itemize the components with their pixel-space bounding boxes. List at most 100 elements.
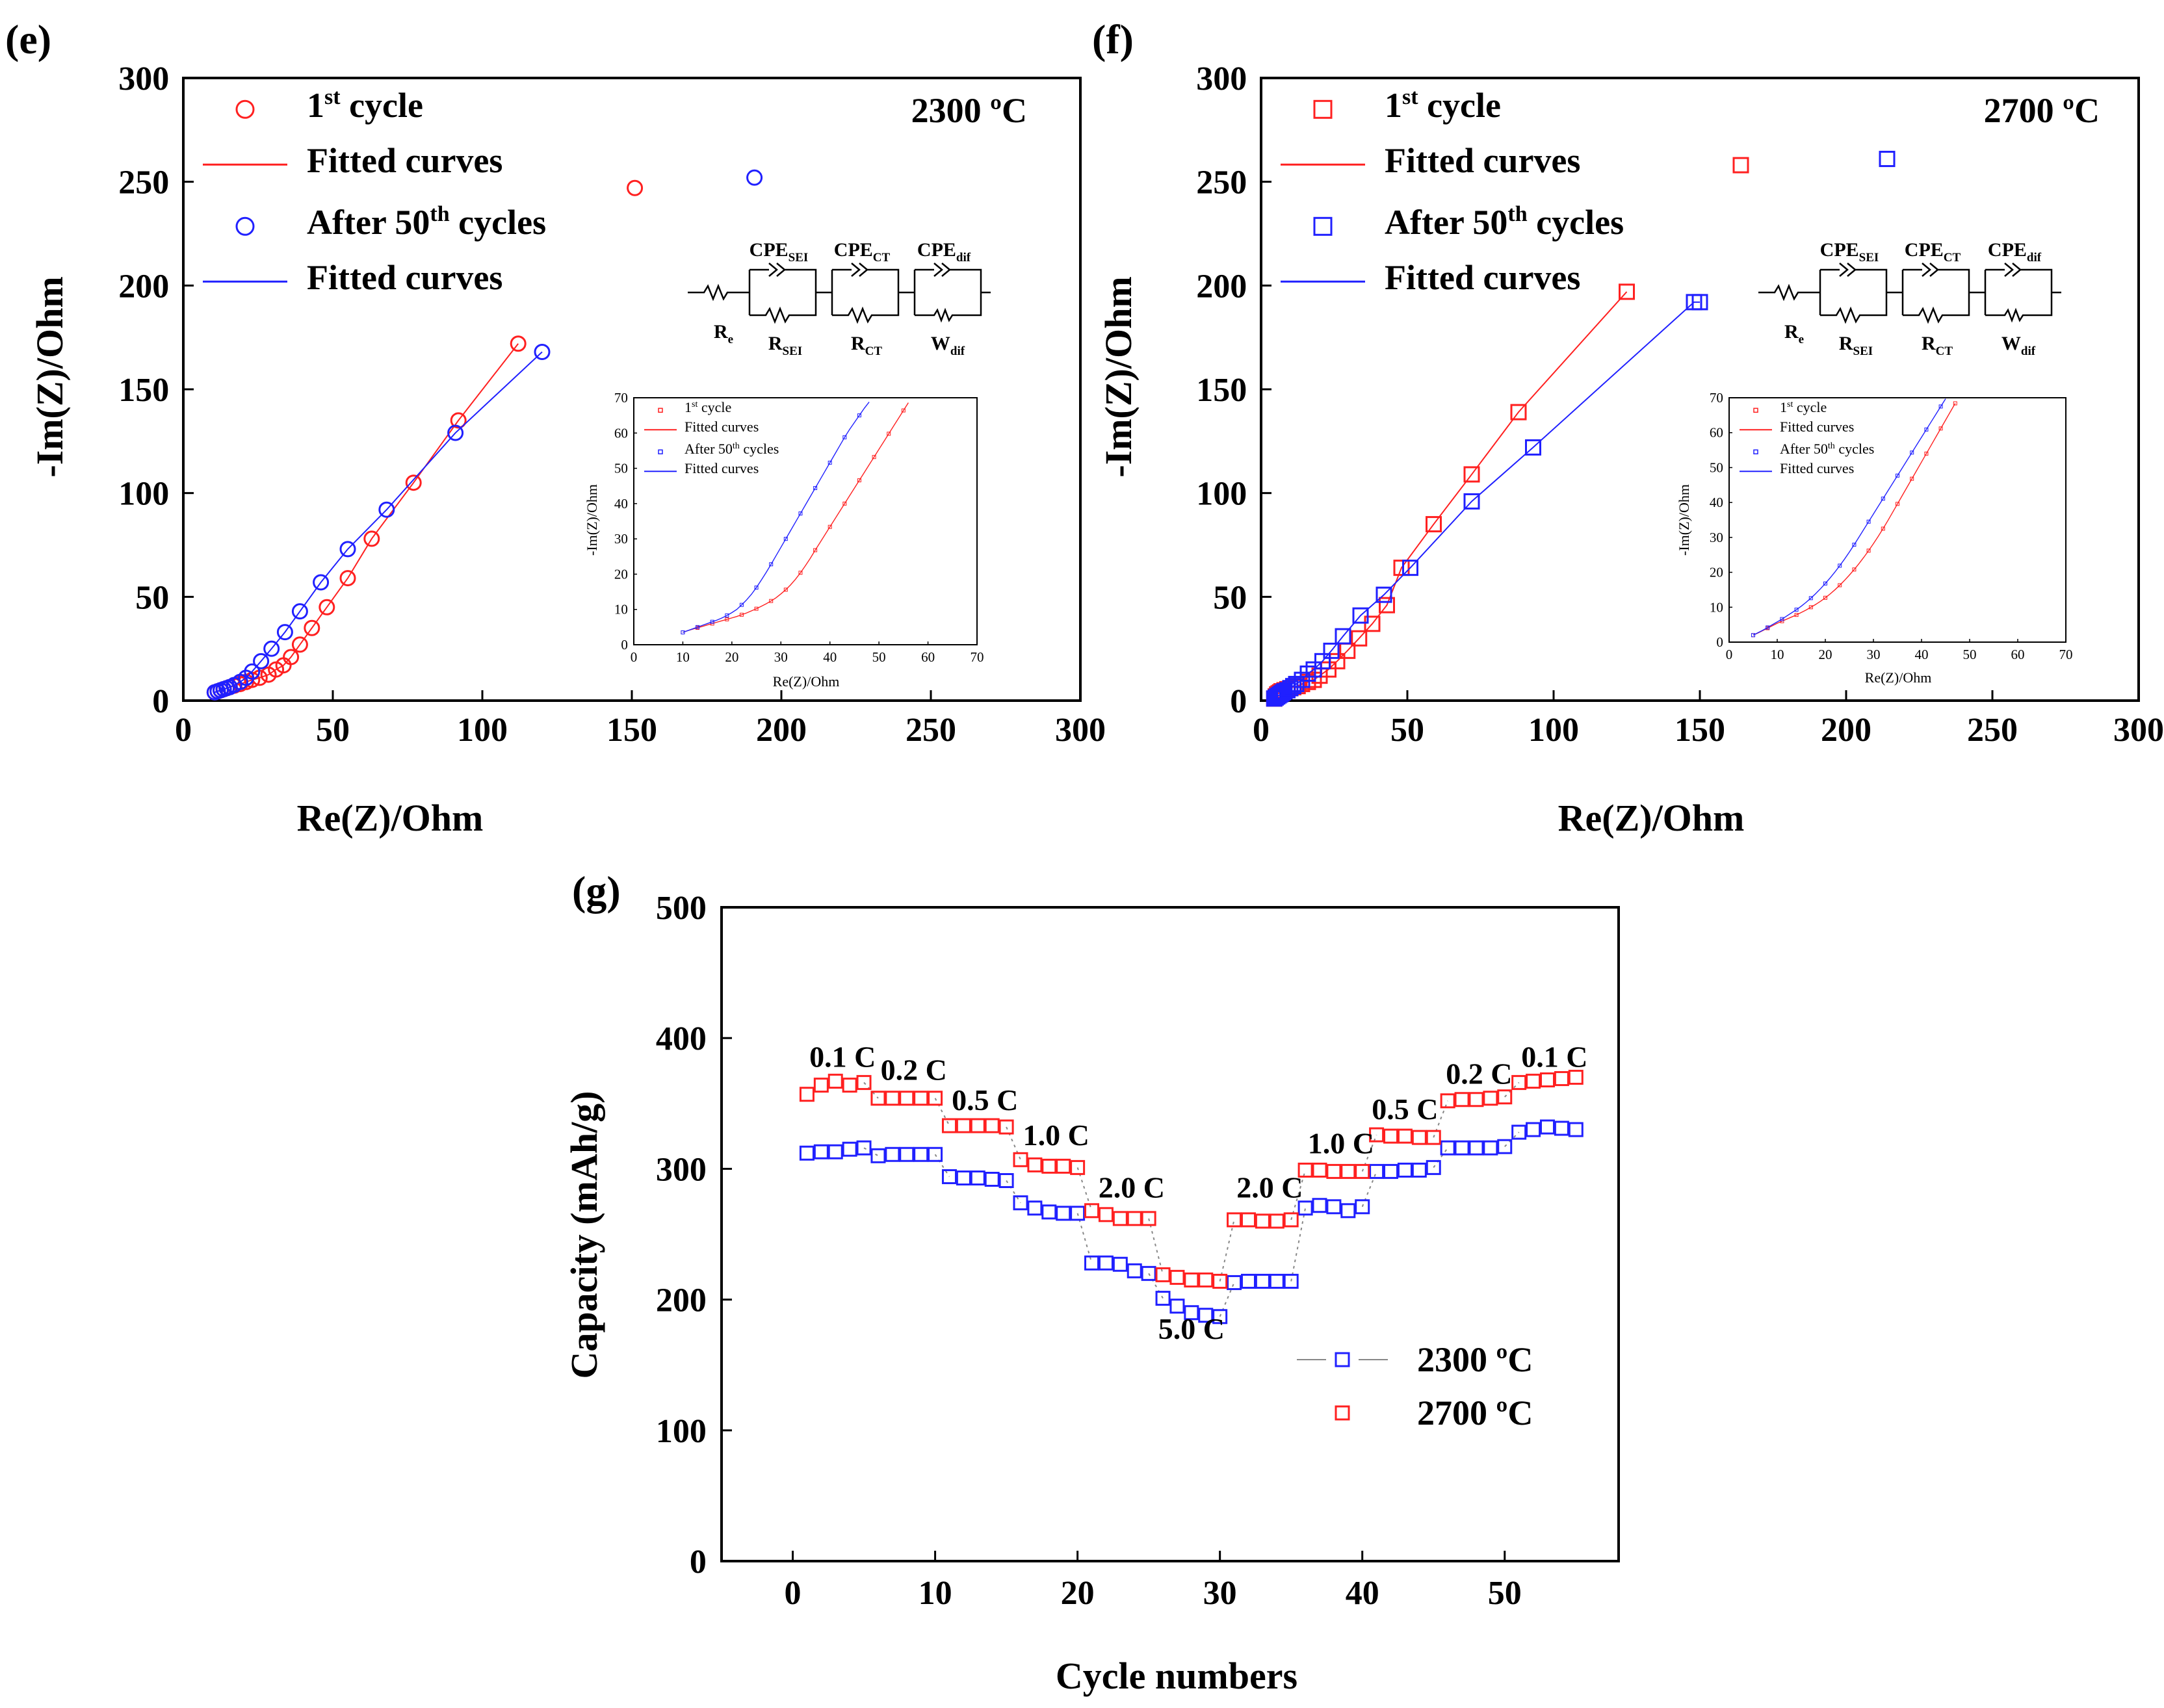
g-point-1 [1056,1158,1071,1174]
circuit-cpe-sei [757,263,809,277]
f-point-1 [1879,151,1896,168]
g-connector-1 [1290,1170,1307,1221]
panel-f: (f) 0 50 100 150 200 250 300050100150200250300… [1092,16,2164,839]
g-legend-label: 2300 ºC [1417,1340,1533,1379]
g-rate-label: 5.0 C [1158,1312,1225,1345]
g-legend-marker [1335,1352,1350,1367]
g-point-0 [1468,1140,1484,1156]
e-point-1 [253,653,270,669]
f-inset-point-1 [1852,543,1857,547]
circuit-cpe-dif [1993,263,2045,277]
g-point-1 [1497,1089,1513,1105]
g-point-0 [828,1144,843,1159]
f-point-0 [1426,516,1442,533]
e-inset-point-0 [798,571,803,575]
f-inset-point-1 [1924,427,1929,432]
f-point-1 [1282,680,1299,697]
e-inset-point-0 [725,617,729,621]
f-inset-ytick-label: 10 [1710,599,1723,615]
f-inset-ytick-label: 70 [1710,390,1723,406]
e-inset-point-1 [754,586,759,590]
e-legend-label: After 50th cycles [307,202,546,242]
circuit-branch-ct [1896,268,1910,317]
g-point-0 [1526,1122,1541,1137]
e-ytick-label: 300 [118,60,169,97]
e-inset-legend-label: Fitted curves [684,419,759,435]
circuit-resistor-re [1758,283,1814,302]
g-point-1 [1511,1075,1527,1091]
g-point-0 [1539,1119,1555,1135]
f-inset-point-1 [1838,563,1842,568]
f-inset-point-0 [1794,613,1799,617]
circuit-label-wdif: Wdif [2001,333,2036,358]
g-point-0 [1340,1203,1356,1219]
g-point-1 [1411,1130,1427,1145]
panel-f-inset: Re(Z)/Ohm -Im(Z)/Ohm 0 10 20 30 40 50 60 70 0 10 2… [1676,390,2073,686]
g-connector-1 [934,1098,950,1126]
e-inset-ytick-label: 0 [621,637,628,653]
f-inset-legend-label: 1st cycle [1780,399,1827,415]
g-point-0 [1511,1124,1527,1140]
g-point-0 [1454,1140,1470,1156]
f-legend-label: After 50th cycles [1385,202,1624,242]
g-point-1 [1141,1211,1156,1226]
circuit-label-cpe-sei: CPESEI [750,239,809,265]
panel-e-inset-ylabel: -Im(Z)/Ohm [584,484,600,556]
f-point-0 [1393,560,1410,576]
g-point-1 [1212,1273,1228,1289]
g-connector-0 [1076,1213,1093,1263]
g-point-1 [828,1074,843,1089]
f-inset-point-0 [1910,476,1914,481]
panel-e: (e) 0 50 100 150 200 250 300050100150200250300… [5,16,1106,839]
g-point-1 [1084,1203,1100,1219]
g-point-0 [1227,1275,1242,1290]
panel-f-inset-ylabel: -Im(Z)/Ohm [1676,484,1692,556]
e-point-1 [313,574,330,591]
g-rate-label: 0.2 C [881,1054,947,1087]
g-point-1 [1112,1211,1128,1226]
g-ytick-label: 400 [656,1020,707,1057]
e-point-0 [405,474,422,491]
e-inset-point-1 [813,485,818,490]
g-point-1 [1326,1163,1342,1179]
g-point-0 [928,1146,943,1162]
e-inset-point-0 [739,612,744,617]
circuit-label-cpe-sei: CPESEI [1820,239,1879,265]
e-inset-point-1 [783,537,788,541]
g-point-0 [1297,1200,1313,1216]
e-inset-point-0 [783,588,788,592]
circuit-label-rsei: RSEI [768,333,802,358]
f-point-1 [1525,439,1541,456]
e-inset-point-1 [828,460,832,465]
f-inset-point-0 [1823,595,1827,600]
panel-g-ylabel: Capacity (mAh/g) [563,1091,605,1378]
f-inset-point-0 [1866,549,1871,553]
f-legend-marker [1313,99,1333,119]
e-inset-point-1 [681,630,685,634]
f-inset-xtick-label: 40 [1915,647,1929,662]
e-point-0 [363,530,380,547]
e-inset-xtick-label: 20 [725,649,738,665]
g-point-1 [1127,1211,1142,1226]
f-inset-ytick-label: 0 [1716,634,1723,650]
g-connector-0 [1006,1180,1021,1204]
g-point-0 [870,1148,886,1163]
panel-e-label: (e) [5,16,51,62]
panel-f-circuit-diagram: CPESEI CPECT CPEdif Re RSEI RCT Wdif [1758,239,2061,358]
circuit-resistor-ct [840,306,892,324]
g-point-0 [1397,1162,1413,1178]
g-connector-1 [1219,1219,1235,1282]
g-point-1 [1098,1207,1114,1223]
g-point-0 [1411,1162,1427,1178]
e-point-1 [534,344,551,361]
e-inset-point-0 [872,455,876,459]
circuit-label-cpe-ct: CPECT [1905,239,1961,265]
f-inset-ytick-label: 20 [1710,565,1723,580]
e-point-0 [319,599,335,615]
g-legend-label: 2700 ºC [1417,1393,1533,1432]
g-point-1 [1255,1213,1270,1229]
g-point-1 [799,1087,815,1102]
circuit-cpe-dif [922,263,974,277]
g-point-0 [1112,1256,1128,1272]
